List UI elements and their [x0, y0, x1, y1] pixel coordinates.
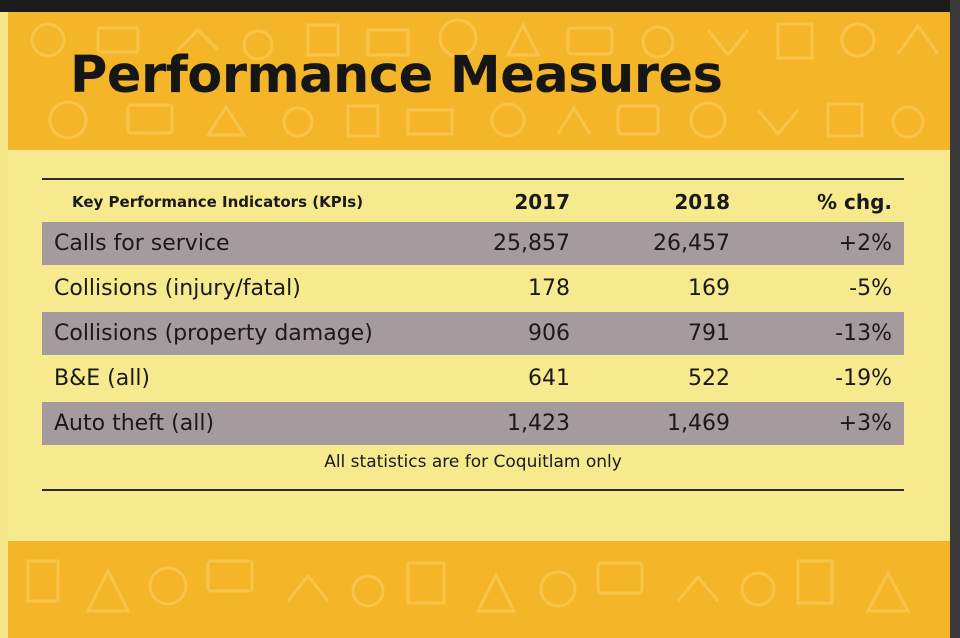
page-title: Performance Measures — [70, 46, 723, 105]
value-2018: 791 — [688, 321, 730, 346]
table-bottom-rule — [42, 489, 904, 491]
header-pct-change: % chg. — [816, 189, 892, 214]
kpi-label: B&E (all) — [54, 366, 151, 391]
value-pct-change: +2% — [838, 231, 892, 256]
value-2017: 1,423 — [507, 411, 570, 436]
header-2018: 2018 — [674, 189, 730, 214]
value-pct-change: +3% — [838, 411, 892, 436]
table-row: Collisions (property damage) 906 791 -13… — [42, 312, 904, 355]
kpi-label: Collisions (property damage) — [54, 321, 373, 346]
value-2018: 522 — [688, 366, 730, 391]
table-header-row: Key Performance Indicators (KPIs) 2017 2… — [42, 180, 904, 223]
header-2017: 2017 — [514, 189, 570, 214]
finance-icon-pattern-bottom — [26, 559, 911, 613]
value-2017: 906 — [528, 321, 570, 346]
table-row: Auto theft (all) 1,423 1,469 +3% — [42, 402, 904, 445]
photo-frame-top-edge — [0, 0, 960, 12]
photo-frame-right-edge — [950, 0, 960, 638]
decorative-top-band — [8, 10, 950, 150]
table-row: Collisions (injury/fatal) 178 169 -5% — [42, 267, 904, 310]
decorative-bottom-band — [8, 541, 950, 638]
header-kpi: Key Performance Indicators (KPIs) — [72, 192, 364, 211]
value-pct-change: -19% — [835, 366, 892, 391]
finance-icon-pattern — [30, 18, 940, 140]
value-pct-change: -13% — [835, 321, 892, 346]
kpi-label: Auto theft (all) — [54, 411, 215, 436]
value-2017: 25,857 — [493, 231, 570, 256]
value-2018: 1,469 — [667, 411, 730, 436]
value-2017: 641 — [528, 366, 570, 391]
kpi-label: Collisions (injury/fatal) — [54, 276, 301, 301]
table-row: Calls for service 25,857 26,457 +2% — [42, 222, 904, 265]
value-2018: 169 — [688, 276, 730, 301]
value-2018: 26,457 — [653, 231, 730, 256]
kpi-label: Calls for service — [54, 231, 230, 256]
table-footnote: All statistics are for Coquitlam only — [324, 452, 622, 472]
table-row: B&E (all) 641 522 -19% — [42, 357, 904, 400]
value-2017: 178 — [528, 276, 570, 301]
value-pct-change: -5% — [849, 276, 892, 301]
table-top-rule — [42, 178, 904, 180]
